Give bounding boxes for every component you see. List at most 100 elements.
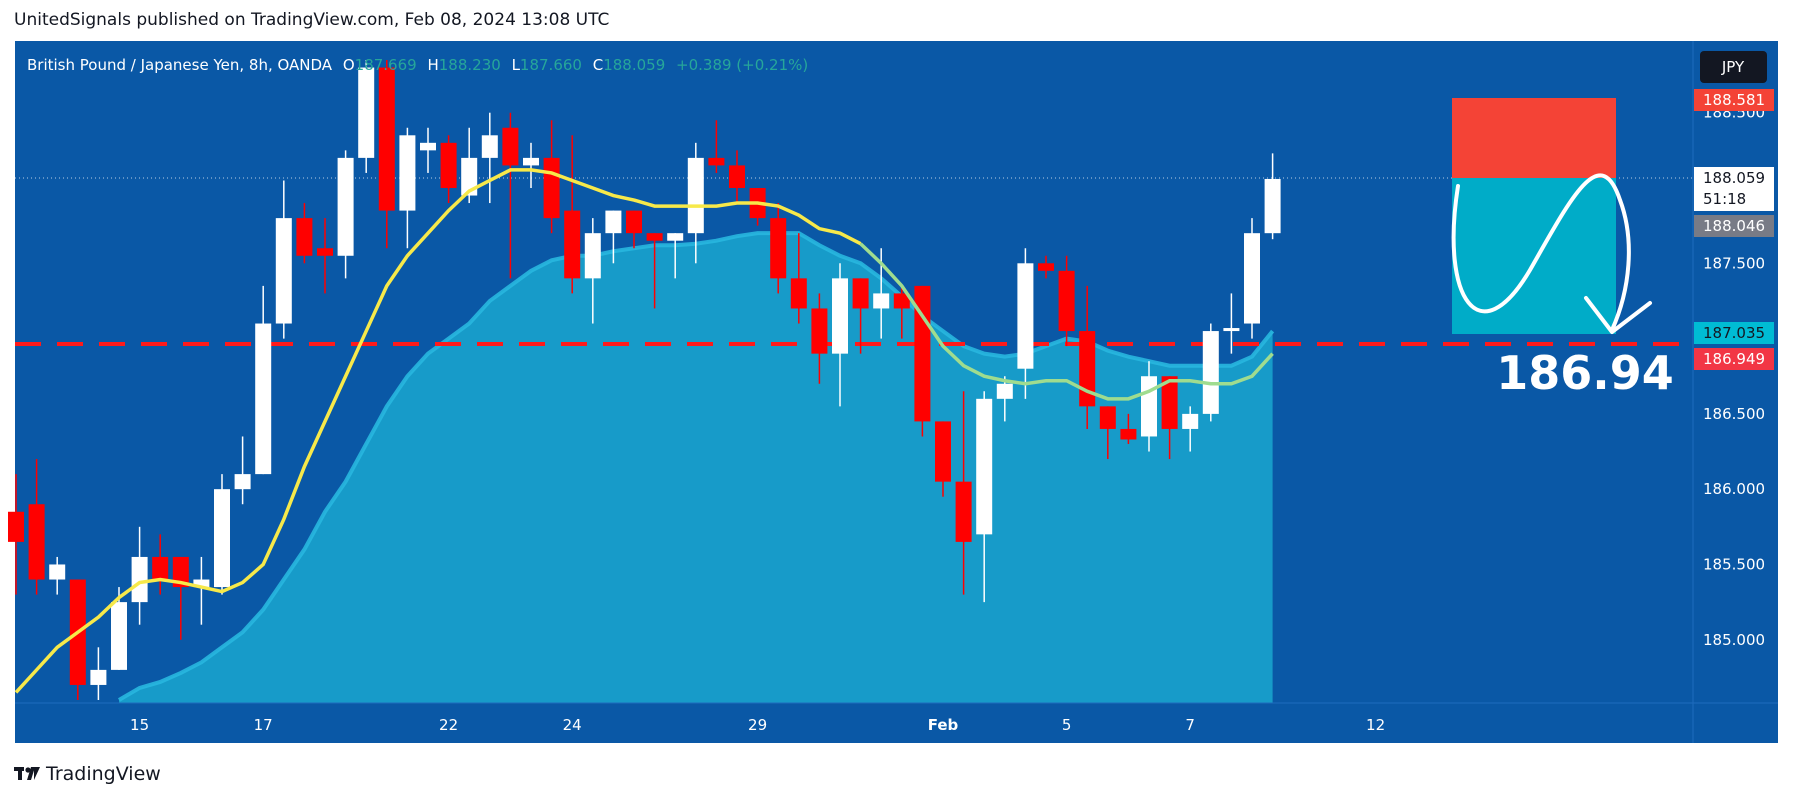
tv-logo-icon bbox=[14, 762, 40, 786]
price-tick-label: 185.500 bbox=[1703, 555, 1765, 573]
candle bbox=[1017, 248, 1034, 399]
candle bbox=[1099, 406, 1116, 460]
candle bbox=[584, 218, 601, 324]
open-value: 187.669 bbox=[354, 56, 417, 74]
candle bbox=[481, 112, 498, 204]
candle bbox=[1223, 293, 1240, 354]
price-labels: 188.581 188.059 51:18 188.046 187.035 186.949 bbox=[1694, 89, 1774, 370]
candle bbox=[729, 150, 745, 204]
candle bbox=[832, 263, 848, 407]
price-label-text: 188.059 bbox=[1703, 169, 1765, 187]
candle-body bbox=[337, 157, 354, 256]
candle bbox=[790, 233, 807, 324]
currency-badge bbox=[1700, 51, 1767, 83]
candle bbox=[955, 391, 972, 595]
candle bbox=[49, 556, 66, 595]
candle bbox=[440, 135, 457, 204]
candle bbox=[996, 376, 1013, 422]
candle bbox=[1202, 323, 1219, 422]
candle-body bbox=[296, 218, 313, 256]
short-position-tool bbox=[1452, 98, 1616, 334]
candle-body bbox=[935, 421, 951, 482]
candle-body bbox=[28, 504, 45, 580]
candle bbox=[605, 210, 622, 264]
candle bbox=[1161, 376, 1178, 460]
candle-body bbox=[667, 233, 684, 241]
candle bbox=[337, 150, 354, 279]
low-value: 187.660 bbox=[519, 56, 582, 74]
price-label-text: 188.581 bbox=[1703, 91, 1765, 109]
price-tick-label: 186.500 bbox=[1703, 405, 1765, 423]
candle-body bbox=[1120, 428, 1137, 440]
price-tick-label: 187.500 bbox=[1703, 254, 1765, 272]
candle bbox=[90, 647, 107, 700]
candle-body bbox=[708, 157, 725, 166]
time-tick-label: 7 bbox=[1185, 716, 1195, 734]
candle bbox=[131, 526, 148, 625]
ma-fast-line bbox=[14, 168, 862, 694]
footer-brand[interactable]: TradingView bbox=[14, 762, 161, 786]
candle-body bbox=[1058, 270, 1075, 332]
candle bbox=[749, 188, 766, 226]
candle-body bbox=[1141, 376, 1157, 437]
candle bbox=[708, 120, 725, 173]
candle-body bbox=[90, 669, 107, 685]
time-axis: 15 17 22 24 29 Feb 5 7 12 bbox=[15, 702, 1778, 734]
candle-body bbox=[1244, 233, 1260, 324]
candle-body bbox=[996, 383, 1013, 399]
candle bbox=[399, 127, 416, 249]
price-label-badge bbox=[1694, 167, 1774, 211]
candle-body bbox=[131, 556, 148, 603]
candle-body bbox=[832, 278, 848, 354]
price-label-badge bbox=[1694, 348, 1774, 370]
candle-body bbox=[481, 135, 498, 158]
candle bbox=[646, 233, 663, 309]
candle bbox=[69, 579, 86, 700]
publisher-header: UnitedSignals published on TradingView.c… bbox=[14, 10, 610, 30]
candle-body bbox=[502, 127, 519, 166]
candle-body bbox=[275, 218, 292, 324]
candle bbox=[935, 421, 951, 497]
stop-loss-zone bbox=[1452, 98, 1616, 178]
price-tick-label: 185.000 bbox=[1703, 631, 1765, 649]
candle-body bbox=[440, 142, 457, 188]
ma-band-area bbox=[117, 231, 1275, 704]
high-label: H bbox=[427, 56, 439, 74]
candle-body bbox=[770, 218, 787, 279]
candle bbox=[255, 285, 272, 475]
candle-body bbox=[358, 67, 375, 158]
high-value: 188.230 bbox=[438, 56, 501, 74]
candle bbox=[28, 459, 45, 595]
time-tick-label: 29 bbox=[748, 716, 767, 734]
candle-body bbox=[1223, 328, 1240, 332]
candle-body bbox=[811, 308, 828, 354]
candle-body bbox=[893, 293, 910, 309]
candle-body bbox=[1099, 406, 1116, 429]
candle-body bbox=[1264, 178, 1281, 234]
ma-fast-line-green bbox=[859, 242, 1274, 401]
candle-body bbox=[234, 474, 251, 490]
brand-name: TradingView bbox=[46, 763, 161, 785]
candle bbox=[378, 60, 395, 249]
price-label-badge bbox=[1694, 89, 1774, 111]
ohlc-legend: British Pound / Japanese Yen, 8h, OANDA … bbox=[27, 56, 808, 74]
close-value: 188.059 bbox=[603, 56, 666, 74]
candle bbox=[420, 127, 436, 173]
candle bbox=[811, 293, 828, 384]
price-axis: 185.000 185.500 186.000 186.500 187.500 188.0… bbox=[1692, 41, 1778, 743]
time-tick-label: 22 bbox=[439, 716, 458, 734]
candle bbox=[523, 142, 539, 188]
candle-body bbox=[1038, 263, 1054, 271]
time-tick-label: 24 bbox=[563, 716, 582, 734]
time-tick-label: 17 bbox=[254, 716, 273, 734]
candle-body bbox=[378, 67, 395, 211]
candle-body bbox=[49, 564, 66, 580]
close-label: C bbox=[592, 56, 604, 74]
candle-body bbox=[564, 210, 581, 279]
candle-body bbox=[193, 579, 210, 588]
candle-body bbox=[8, 511, 24, 542]
candle bbox=[502, 112, 519, 279]
candle bbox=[1120, 413, 1137, 444]
candle-body bbox=[873, 293, 890, 309]
